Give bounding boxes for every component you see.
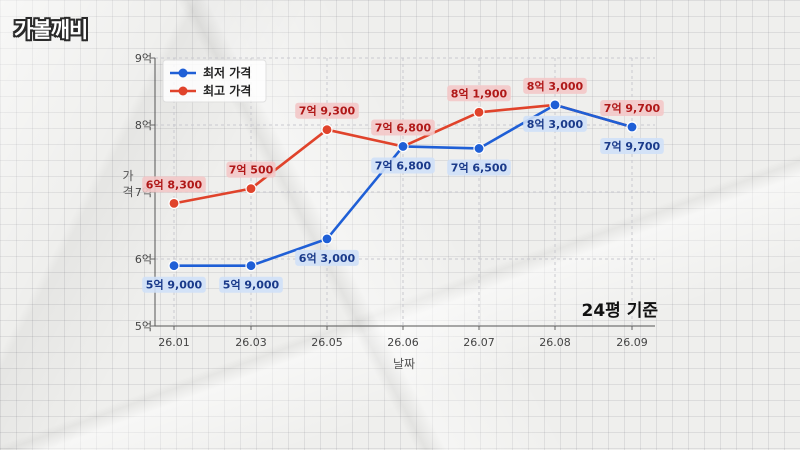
data-point — [245, 183, 257, 195]
data-label: 8억 3,000 — [527, 118, 584, 131]
data-point — [473, 106, 485, 118]
x-tick-label: 26.06 — [387, 336, 419, 349]
data-label: 8억 1,900 — [451, 87, 508, 100]
data-label-bg — [142, 176, 206, 193]
data-label-bg — [226, 161, 276, 178]
data-label-bg — [447, 159, 511, 176]
y-tick-label: 9억 — [135, 52, 152, 65]
brand-logo: 가볼깨비 — [14, 18, 88, 42]
data-point — [168, 197, 180, 209]
data-label: 6억 8,300 — [146, 178, 203, 191]
data-point — [245, 260, 257, 272]
data-label-bg — [295, 249, 359, 266]
x-tick-label: 26.07 — [463, 336, 495, 349]
data-point — [549, 99, 561, 111]
data-point — [321, 233, 333, 245]
data-label: 7억 9,700 — [604, 140, 661, 153]
data-label-bg — [447, 85, 511, 102]
data-label: 5억 9,000 — [146, 279, 203, 292]
chart-annotation: 24평 기준 — [582, 301, 659, 321]
data-label: 8억 3,000 — [527, 80, 584, 93]
data-label: 7억 6,800 — [375, 159, 432, 172]
data-point — [397, 140, 409, 153]
y-tick-label: 5억 — [135, 320, 152, 333]
data-label: 7억 6,500 — [451, 161, 508, 174]
data-label-bg — [371, 157, 435, 174]
legend-entry: 최저 가격 — [203, 65, 251, 80]
legend-marker — [178, 86, 188, 96]
data-label: 6억 3,000 — [299, 252, 356, 265]
x-tick-label: 26.05 — [311, 336, 343, 349]
y-tick-label: 8억 — [135, 119, 152, 132]
data-point — [168, 260, 180, 272]
legend-entry: 최고 가격 — [203, 83, 251, 98]
data-label-bg — [371, 119, 435, 136]
data-label-bg — [219, 276, 283, 293]
data-label: 5억 9,000 — [223, 279, 280, 292]
x-tick-label: 26.08 — [539, 336, 571, 349]
data-label: 7억 500 — [229, 164, 274, 177]
x-tick-label: 26.03 — [235, 336, 267, 349]
x-tick-label: 26.01 — [158, 336, 190, 349]
data-labels: 5억 9,000 5억 9,000 6억 3,000 7억 6,800 7억 6,500… — [142, 77, 664, 293]
data-point — [321, 124, 333, 136]
data-label-bg — [600, 138, 664, 155]
data-label-bg — [523, 77, 587, 94]
data-point — [626, 121, 638, 133]
y-tick-label: 6억 — [135, 253, 152, 266]
chart-series — [168, 99, 638, 272]
data-label: 7억 9,300 — [299, 105, 356, 118]
x-axis-label: 날짜 — [393, 357, 415, 371]
legend-marker — [178, 68, 188, 78]
data-label: 7억 9,700 — [604, 102, 661, 115]
data-label: 7억 6,800 — [375, 121, 432, 134]
x-tick-labels: 26.01 26.03 26.05 26.06 26.07 26.08 26.09 — [158, 336, 648, 349]
x-tick-label: 26.09 — [616, 336, 648, 349]
data-label-bg — [600, 100, 664, 117]
data-label-bg — [523, 115, 587, 132]
data-point — [473, 142, 485, 155]
data-label-bg — [142, 276, 206, 293]
data-label-bg — [295, 102, 359, 119]
